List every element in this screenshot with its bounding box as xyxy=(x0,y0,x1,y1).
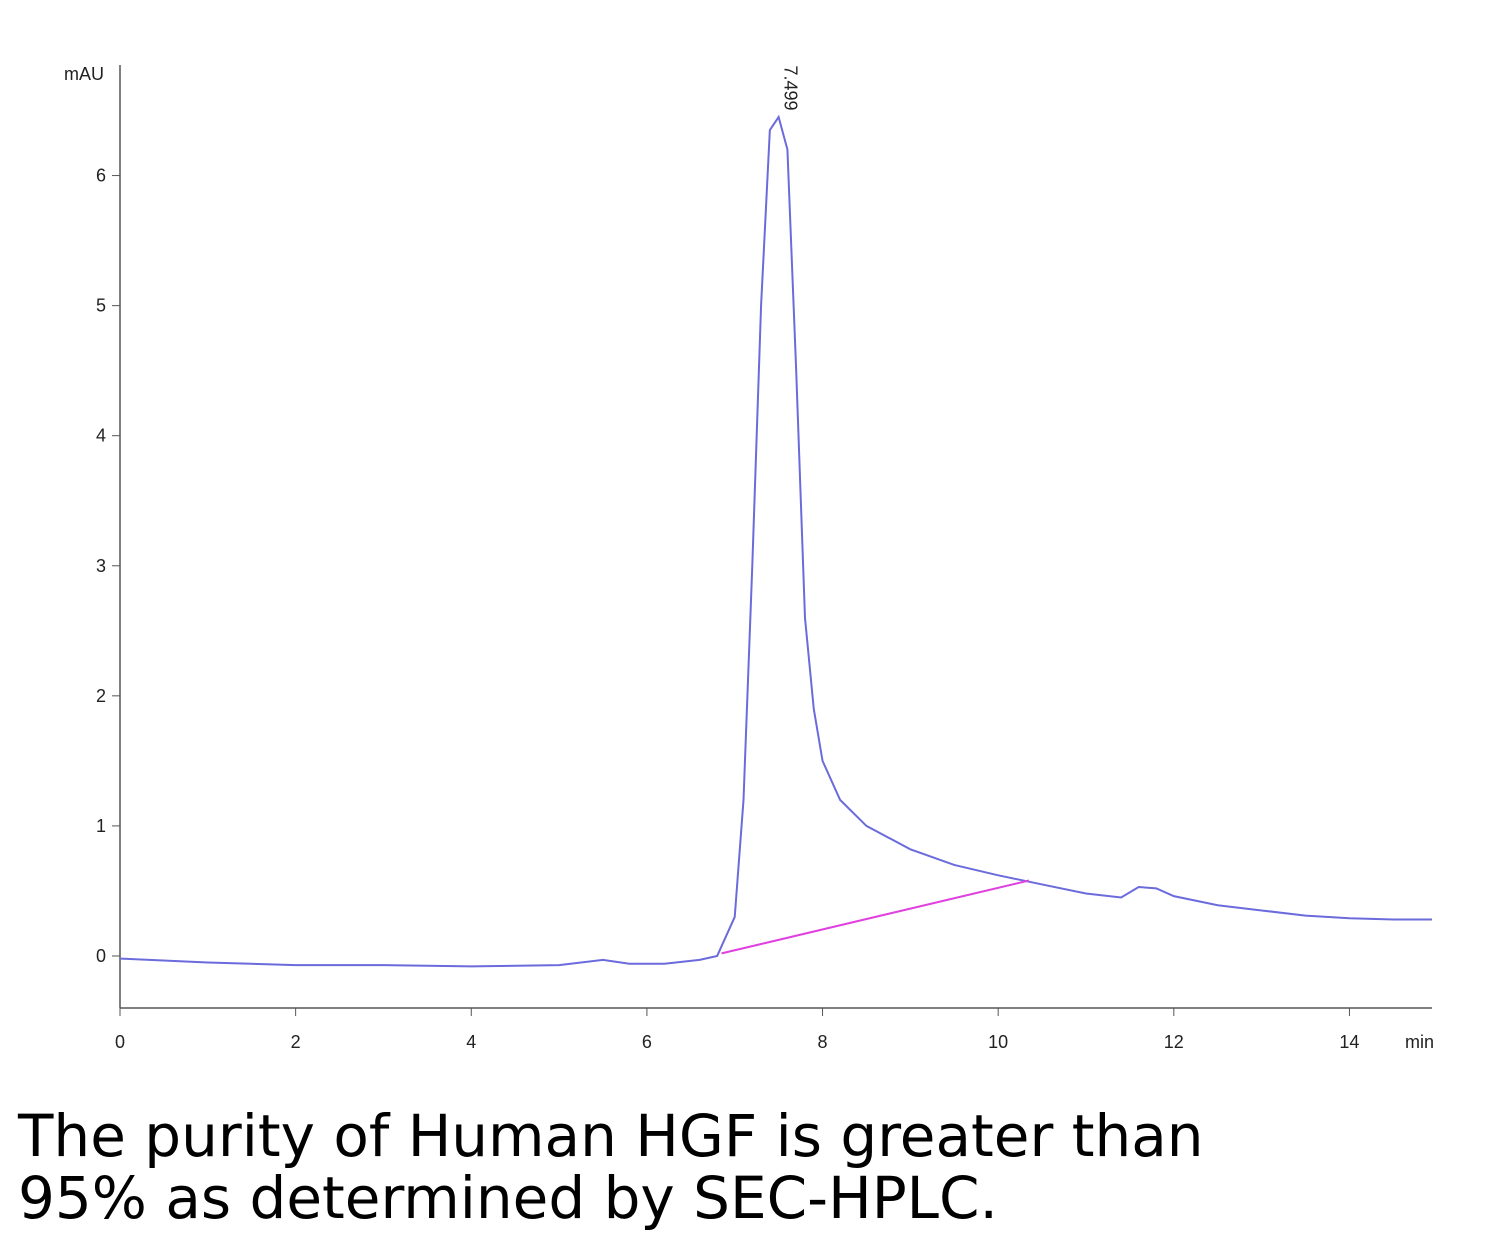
x-axis-label: min xyxy=(1405,1032,1434,1052)
y-tick-label: 2 xyxy=(96,686,106,706)
series-line xyxy=(721,879,1030,955)
x-tick-label: 8 xyxy=(818,1032,828,1052)
y-tick-label: 4 xyxy=(96,426,106,446)
y-axis-label: mAU xyxy=(64,64,104,84)
x-tick-label: 2 xyxy=(291,1032,301,1052)
x-tick-label: 14 xyxy=(1339,1032,1359,1052)
x-tick-label: 10 xyxy=(988,1032,1008,1052)
x-tick-label: 6 xyxy=(642,1032,652,1052)
caption-line: 95% as determined by SEC-HPLC. xyxy=(18,1164,998,1232)
caption: The purity of Human HGF is greater than … xyxy=(18,1105,1204,1229)
peak-label: 7.499 xyxy=(781,65,801,110)
x-tick-label: 12 xyxy=(1164,1032,1184,1052)
y-tick-label: 3 xyxy=(96,556,106,576)
x-tick-label: 0 xyxy=(115,1032,125,1052)
caption-line: The purity of Human HGF is greater than xyxy=(18,1102,1204,1170)
series-line xyxy=(119,114,1432,968)
y-tick-label: 0 xyxy=(96,946,106,966)
x-tick-label: 4 xyxy=(466,1032,476,1052)
y-tick-label: 6 xyxy=(96,166,106,186)
y-tick-label: 5 xyxy=(96,296,106,316)
y-tick-label: 1 xyxy=(96,816,106,836)
